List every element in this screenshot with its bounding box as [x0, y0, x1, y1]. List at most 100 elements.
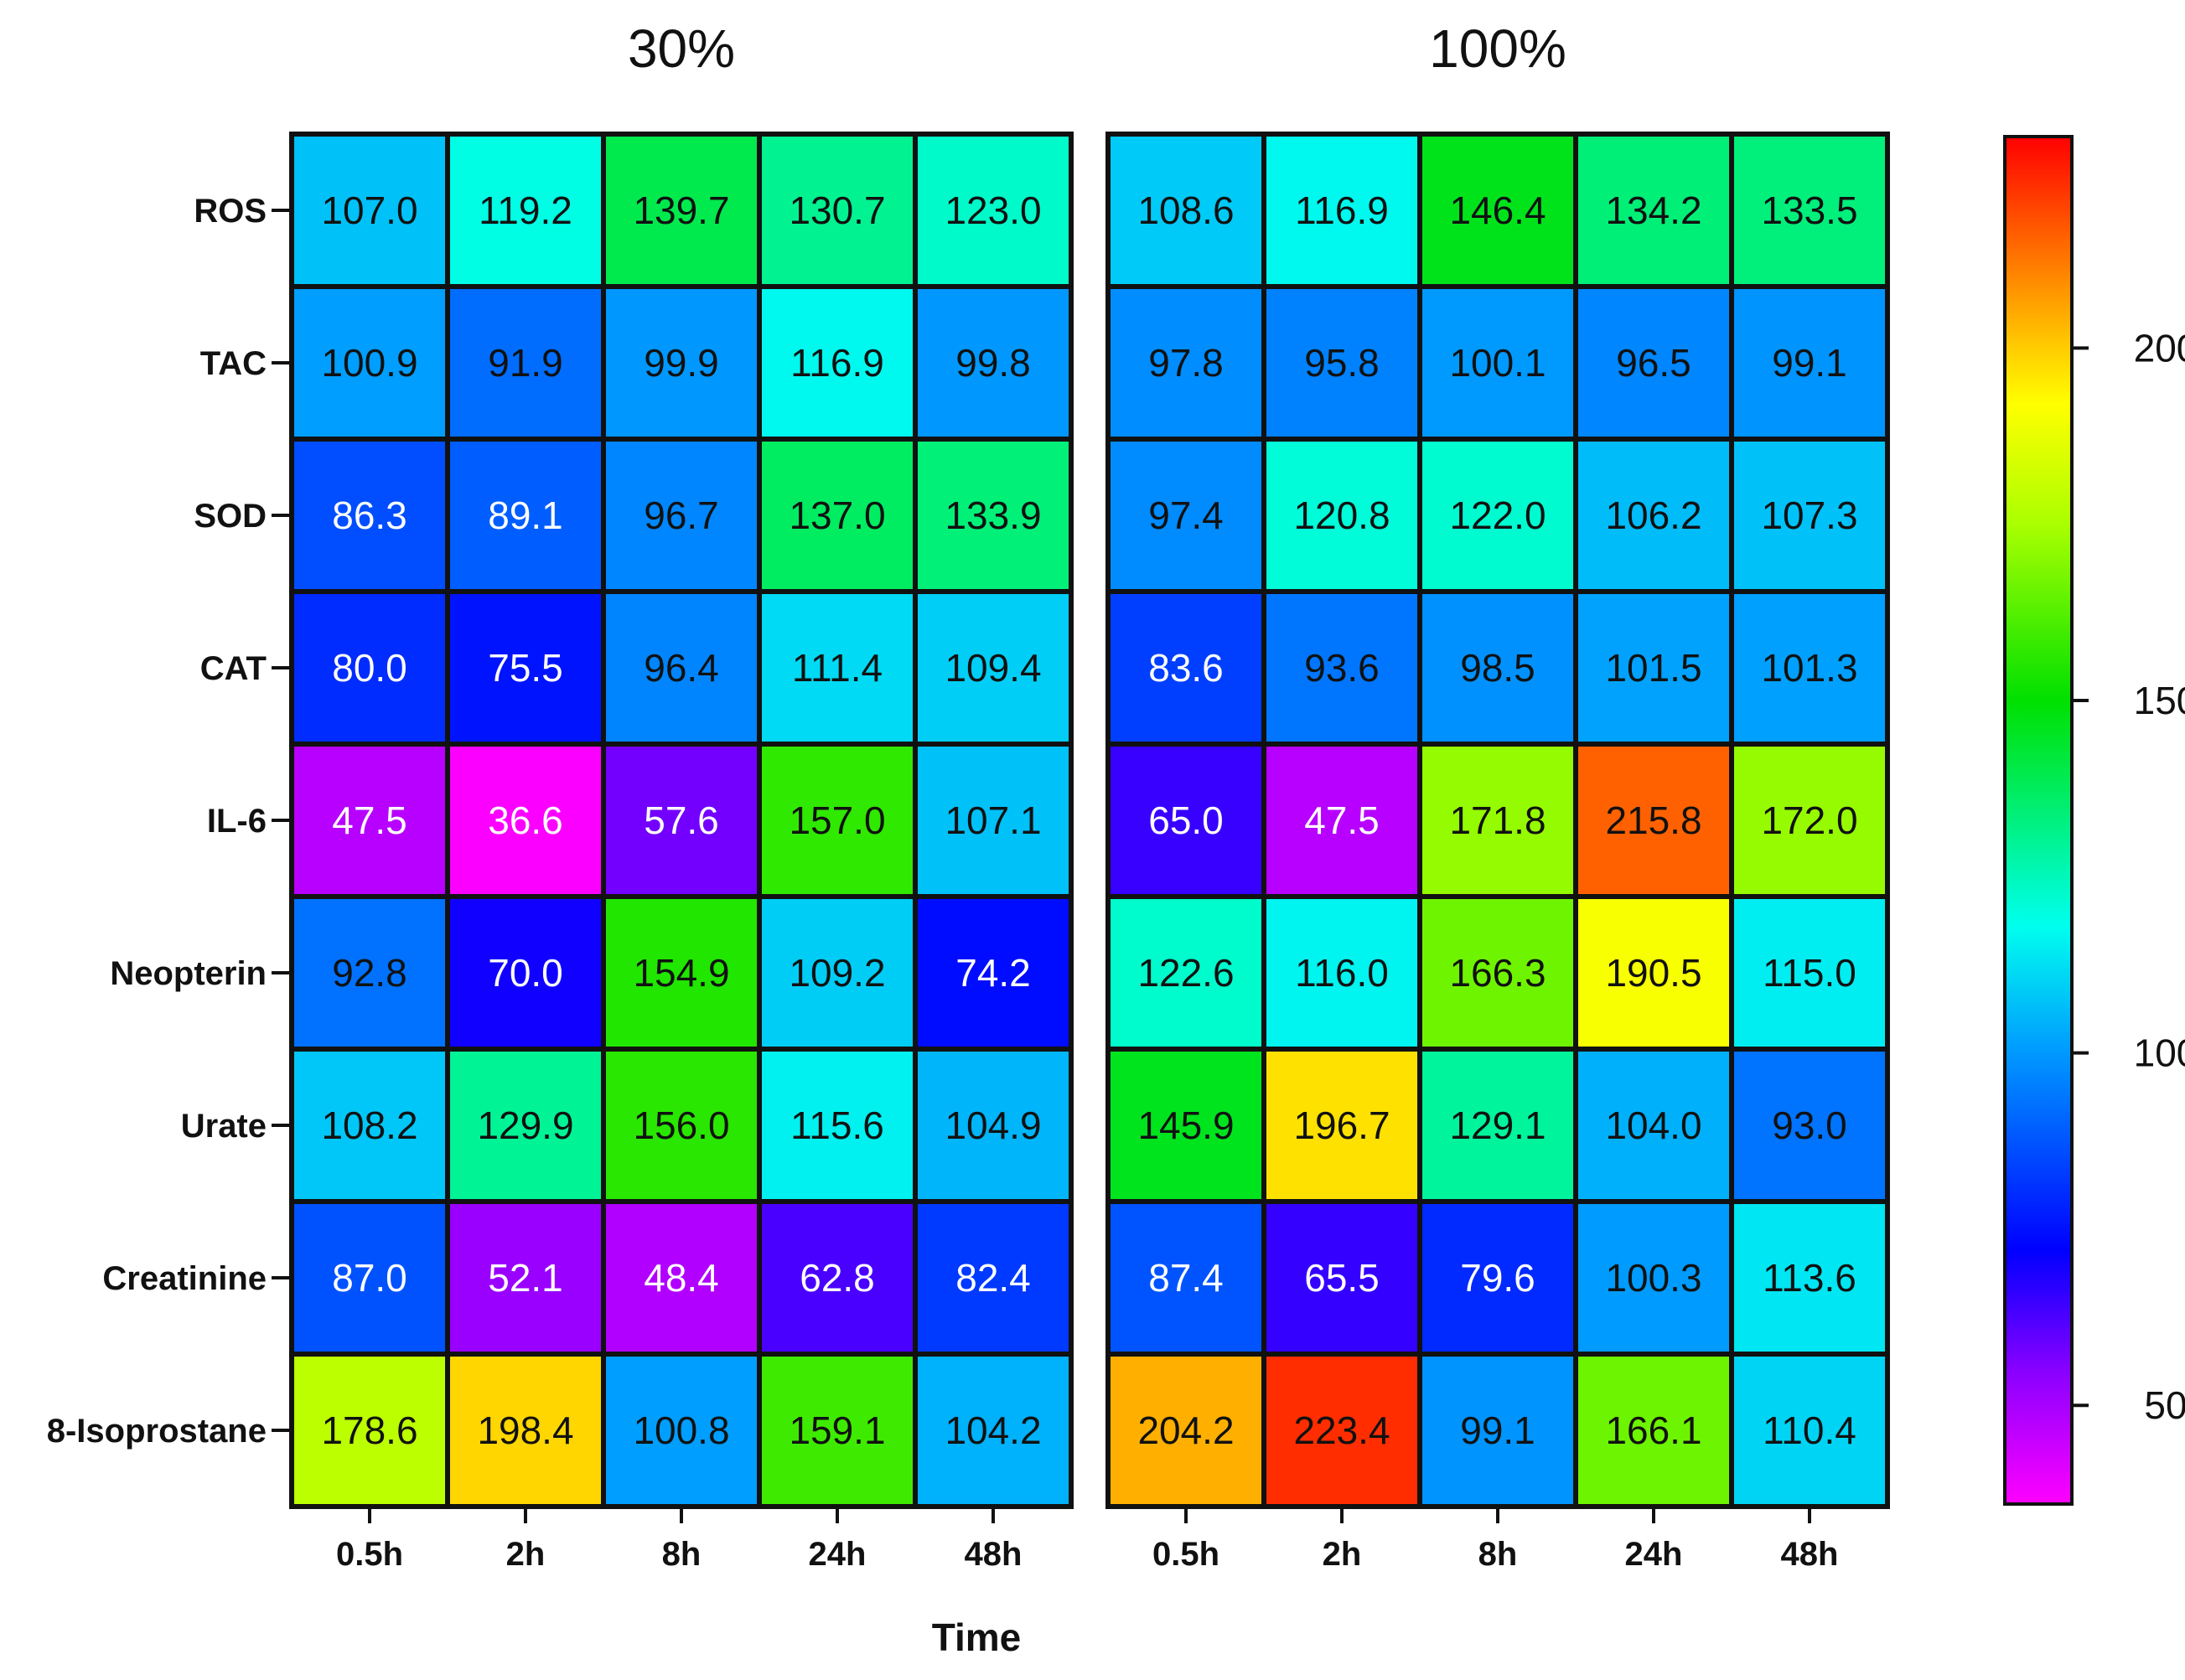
heatmap-cell: [1266, 442, 1417, 589]
heatmap-cell: [294, 137, 445, 284]
cell-value-label: 47.5: [332, 799, 407, 842]
heatmap-cell: [294, 1204, 445, 1352]
y-tick-label: CAT: [200, 650, 267, 687]
cell-value-label: 122.6: [1137, 951, 1234, 995]
panel-title: 30%: [628, 18, 735, 79]
heatmap-cell: [606, 137, 757, 284]
heatmap-cell: [450, 289, 601, 437]
cell-value-label: 156.0: [633, 1104, 729, 1147]
heatmap-cell: [1578, 594, 1729, 742]
colorbar-tick-label: 100: [2134, 1031, 2185, 1075]
cell-value-label: 100.1: [1449, 341, 1546, 385]
heatmap-cell: [1111, 442, 1261, 589]
cell-value-label: 122.0: [1449, 494, 1546, 537]
cell-value-label: 89.1: [488, 494, 563, 537]
cell-value-label: 100.9: [321, 341, 417, 385]
heatmap-cell: [1111, 137, 1261, 284]
heatmap-cell: [1111, 899, 1261, 1047]
heatmap-cell: [762, 594, 913, 742]
heatmap-cell: [606, 1357, 757, 1504]
y-tick-label: ROS: [194, 193, 267, 230]
x-tick-label: 48h: [1781, 1536, 1839, 1573]
cell-value-label: 104.2: [945, 1409, 1041, 1452]
heatmap-cell: [606, 747, 757, 894]
cell-value-label: 86.3: [332, 494, 407, 537]
cell-value-label: 93.6: [1304, 646, 1380, 690]
heatmap-cell: [1422, 289, 1573, 437]
cell-value-label: 96.7: [644, 494, 719, 537]
heatmap-cell: [450, 899, 601, 1047]
heatmap-cell: [1422, 594, 1573, 742]
cell-value-label: 99.1: [1772, 341, 1847, 385]
x-tick-label: 8h: [1478, 1536, 1518, 1573]
heatmap-cell: [918, 594, 1069, 742]
cell-value-label: 83.6: [1148, 646, 1224, 690]
heatmap-cell: [1266, 1052, 1417, 1199]
cell-value-label: 70.0: [488, 951, 563, 995]
colorbar-tick-label: 50: [2144, 1383, 2185, 1427]
cell-value-label: 99.1: [1460, 1409, 1535, 1452]
heatmap-cell: [918, 899, 1069, 1047]
x-tick-label: 48h: [965, 1536, 1023, 1573]
heatmap-cell: [1266, 289, 1417, 437]
cell-value-label: 82.4: [955, 1256, 1031, 1300]
cell-value-label: 172.0: [1761, 799, 1857, 842]
heatmap-cell: [1422, 1052, 1573, 1199]
y-tick-label: 8-Isoprostane: [47, 1413, 267, 1450]
heatmap-cell: [1734, 1204, 1885, 1352]
heatmap-cell: [762, 1357, 913, 1504]
heatmap-cell: [1734, 899, 1885, 1047]
x-axis-title: Time: [932, 1615, 1022, 1659]
colorbar: [2003, 135, 2074, 1506]
heatmap-cell: [762, 747, 913, 894]
heatmap-cell: [918, 137, 1069, 284]
heatmap-cell: [1734, 289, 1885, 437]
heatmap-cell: [294, 1052, 445, 1199]
cell-value-label: 106.2: [1605, 494, 1701, 537]
heatmap-cell: [1578, 747, 1729, 894]
heatmap-cell: [294, 747, 445, 894]
y-tick-label: Urate: [181, 1108, 267, 1145]
heatmap-cell: [1734, 747, 1885, 894]
cell-value-label: 97.4: [1148, 494, 1224, 537]
cell-value-label: 196.7: [1293, 1104, 1390, 1147]
cell-value-label: 146.4: [1449, 189, 1546, 232]
x-tick-label: 8h: [662, 1536, 702, 1573]
heatmap-cell: [918, 1052, 1069, 1199]
cell-value-label: 107.3: [1761, 494, 1857, 537]
colorbar-tick-label: 200: [2134, 326, 2185, 370]
cell-value-label: 115.6: [790, 1104, 884, 1147]
heatmap-cell: [1578, 137, 1729, 284]
cell-value-label: 116.9: [790, 341, 884, 385]
cell-value-label: 198.4: [477, 1409, 573, 1452]
cell-value-label: 130.7: [789, 189, 885, 232]
cell-value-label: 115.0: [1763, 951, 1856, 995]
cell-value-label: 139.7: [633, 189, 729, 232]
heatmap-cell: [450, 1052, 601, 1199]
cell-value-label: 47.5: [1304, 799, 1380, 842]
heatmap-cell: [1266, 1357, 1417, 1504]
cell-value-label: 119.2: [479, 189, 572, 232]
cell-value-label: 96.4: [644, 646, 719, 690]
cell-value-label: 100.3: [1605, 1256, 1701, 1300]
panel-title: 100%: [1429, 18, 1566, 79]
heatmap-cell: [1422, 1204, 1573, 1352]
heatmap-cell: [918, 747, 1069, 894]
cell-value-label: 108.6: [1137, 189, 1234, 232]
heatmap-cell: [1266, 594, 1417, 742]
heatmap-cell: [762, 289, 913, 437]
cell-value-label: 204.2: [1137, 1409, 1234, 1452]
heatmap-cell: [1422, 137, 1573, 284]
heatmap-cell: [1734, 1052, 1885, 1199]
x-tick-label: 2h: [506, 1536, 546, 1573]
cell-value-label: 87.4: [1148, 1256, 1224, 1300]
cell-value-label: 157.0: [789, 799, 885, 842]
heatmap-cell: [762, 899, 913, 1047]
cell-value-label: 166.1: [1605, 1409, 1701, 1452]
heatmap-cell: [450, 594, 601, 742]
cell-value-label: 99.9: [644, 341, 719, 385]
heatmap-cell: [606, 594, 757, 742]
x-tick-label: 2h: [1323, 1536, 1362, 1573]
cell-value-label: 166.3: [1449, 951, 1546, 995]
